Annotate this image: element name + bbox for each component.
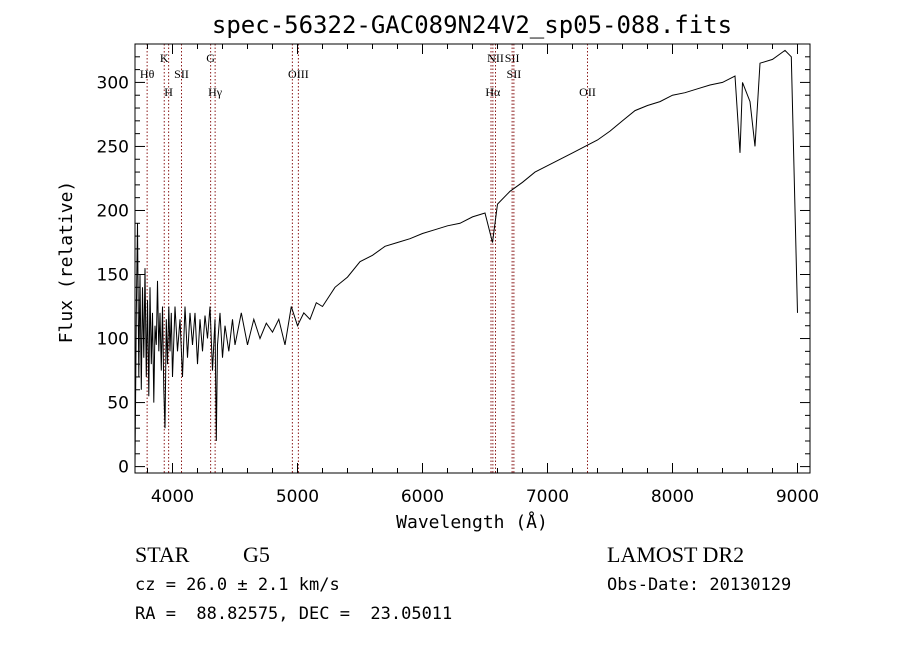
object-class: STAR <box>135 542 190 567</box>
spectral-line-label: SII <box>174 67 189 81</box>
spectral-line-label: G <box>206 51 215 65</box>
x-tick-label: 6000 <box>401 487 444 507</box>
x-axis-ticks: 4000 5000 6000 7000 8000 9000 <box>147 44 819 507</box>
y-tick-label: 300 <box>97 73 129 93</box>
y-axis-label: Flux (relative) <box>56 181 77 344</box>
x-tick-label: 9000 <box>776 487 819 507</box>
spectral-line-label: Hθ <box>140 67 155 81</box>
spectral-line-label: OIII <box>288 67 309 81</box>
x-tick-label: 8000 <box>651 487 694 507</box>
y-tick-label: 250 <box>97 137 129 157</box>
spectral-line-label: H <box>164 85 173 99</box>
spectral-line-label: OII <box>579 85 596 99</box>
y-tick-label: 0 <box>118 458 129 478</box>
y-tick-label: 100 <box>97 330 129 350</box>
y-tick-label: 50 <box>107 394 129 414</box>
x-tick-label: 7000 <box>526 487 569 507</box>
spectral-line-label: SII <box>505 51 520 65</box>
plot-frame <box>134 43 811 474</box>
object-subclass: G5 <box>243 542 270 567</box>
redshift-velocity: cz = 26.0 ± 2.1 km/s <box>135 575 340 595</box>
spectral-line-label: Hγ <box>208 85 223 99</box>
chart-title: spec-56322-GAC089N24V2_sp05-088.fits <box>212 11 732 39</box>
observation-date: Obs-Date: 20130129 <box>607 575 791 595</box>
sky-coordinates: RA = 88.82575, DEC = 23.05011 <box>135 604 452 624</box>
spectral-line-label: SII <box>507 67 522 81</box>
x-axis-label: Wavelength (Å) <box>396 511 548 533</box>
y-axis-ticks: 0 50 100 150 200 250 300 <box>97 56 810 478</box>
x-tick-label: 5000 <box>276 487 319 507</box>
spectral-line-label: Hα <box>485 85 501 99</box>
spectrum-series-line <box>134 49 798 467</box>
y-tick-label: 150 <box>97 266 129 286</box>
spectral-line-label: NII <box>487 51 504 65</box>
spectral-line-label: K <box>160 51 169 65</box>
survey-release: LAMOST DR2 <box>607 542 744 567</box>
y-tick-label: 200 <box>97 201 129 221</box>
x-tick-label: 4000 <box>151 487 194 507</box>
